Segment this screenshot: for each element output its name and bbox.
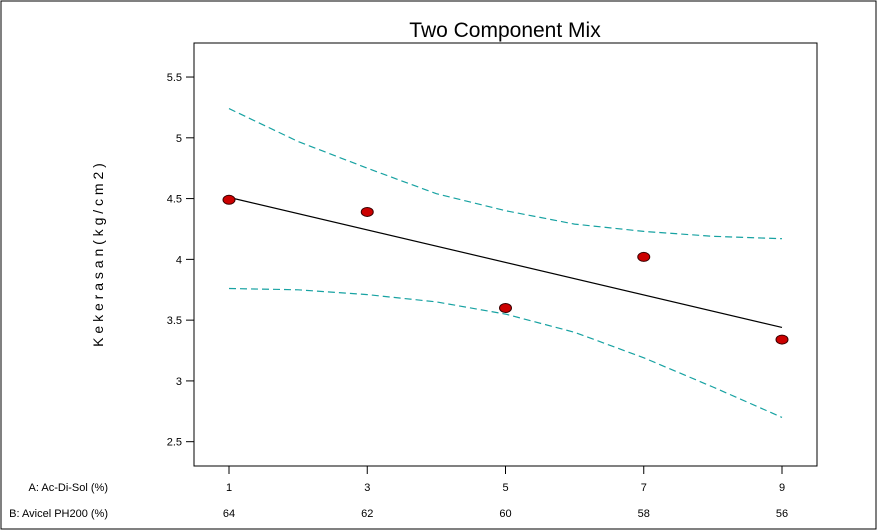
y-tick-label: 5.5 xyxy=(167,72,182,84)
x-tick-label: 60 xyxy=(499,508,511,520)
x-tick-label: 7 xyxy=(641,482,647,494)
data-points xyxy=(222,194,789,345)
y-tick-label: 5 xyxy=(176,133,182,145)
x-tick-label: 3 xyxy=(364,482,370,494)
lower-confidence-band xyxy=(228,287,783,418)
data-point xyxy=(222,194,236,205)
x-tick-label: 9 xyxy=(779,482,785,494)
x-tick-label: 56 xyxy=(776,508,788,520)
data-point xyxy=(360,206,374,217)
data-point xyxy=(637,251,651,262)
data-point xyxy=(775,334,789,345)
x-tick-label: 62 xyxy=(361,508,373,520)
y-tick-label: 3 xyxy=(176,376,182,388)
component-axis-title: B: Avicel PH200 (%) xyxy=(9,508,108,520)
y-tick-label: 3.5 xyxy=(167,315,182,327)
x-tick-label: 58 xyxy=(638,508,650,520)
y-axis-label: K e k e r a s a n ( k g / c m 2 ) xyxy=(90,163,106,347)
chart-title: Two Component Mix xyxy=(409,19,601,42)
component-axis-title: A: Ac-Di-Sol (%) xyxy=(29,482,108,494)
x-tick-label: 1 xyxy=(226,482,232,494)
x-axis xyxy=(228,466,783,474)
component-axis-labels: A: Ac-Di-Sol (%) 1 3 5 7 9 B: Avicel PH200 (%)… xyxy=(9,482,788,520)
fit-line xyxy=(228,196,783,329)
confidence-bands xyxy=(228,108,783,418)
y-tick-label: 2.5 xyxy=(167,437,182,449)
upper-confidence-band xyxy=(228,108,783,240)
y-tick-label: 4 xyxy=(176,254,182,266)
x-tick-label: 64 xyxy=(223,508,235,520)
x-tick-label: 5 xyxy=(502,482,508,494)
y-axis: 2.5 3 3.5 4 4.5 5 5.5 xyxy=(167,72,194,449)
fit-line-group xyxy=(228,196,783,329)
y-tick-label: 4.5 xyxy=(167,194,182,206)
data-point xyxy=(499,302,512,313)
